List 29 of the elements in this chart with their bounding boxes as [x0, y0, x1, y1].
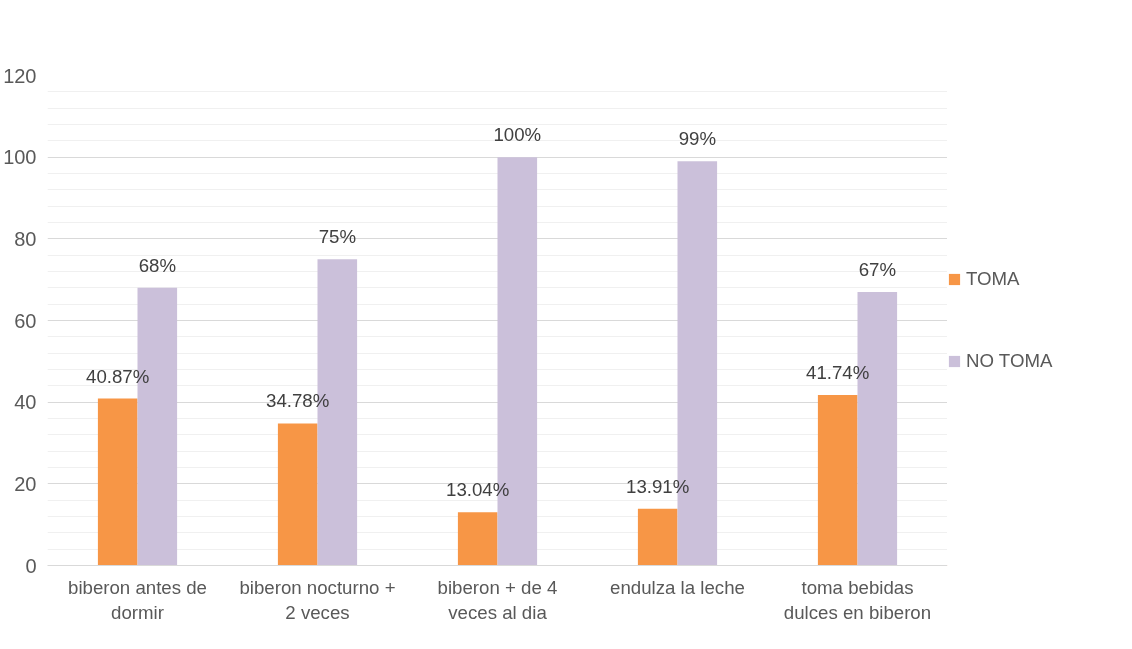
bar: [97, 398, 138, 566]
bar: [277, 423, 318, 566]
data-label: 100%: [493, 124, 542, 146]
x-tick-label: biberon + de 4 veces al dia: [437, 576, 558, 623]
y-tick-label: 120: [3, 64, 37, 87]
data-label: 99%: [678, 128, 716, 150]
x-tick-label: biberon antes de dormir: [68, 576, 207, 623]
y-tick-label: 20: [14, 472, 37, 495]
x-tick-label: endulza la leche: [610, 576, 745, 598]
bar: [637, 508, 678, 566]
y-tick-label: 0: [25, 554, 37, 577]
legend-label: NO TOMA: [966, 350, 1053, 372]
bar: [817, 395, 858, 566]
y-tick-label: 100: [3, 146, 37, 169]
data-label: 67%: [858, 258, 896, 280]
y-tick-label: 80: [14, 227, 37, 250]
legend-label: TOMA: [966, 268, 1020, 290]
data-label: 34.78%: [266, 390, 330, 412]
y-tick-label: 40: [14, 391, 37, 414]
y-tick-label: 60: [14, 309, 37, 332]
x-tick-label: toma bebidas dulces en biberon: [783, 576, 932, 623]
data-label: 75%: [318, 226, 356, 248]
data-label: 13.91%: [626, 475, 690, 497]
bar: [457, 512, 498, 566]
x-tick-label: biberon nocturno + 2 veces: [239, 576, 396, 623]
data-label: 40.87%: [86, 365, 150, 387]
data-label: 68%: [138, 254, 176, 276]
data-label: 13.04%: [446, 479, 510, 501]
data-label: 41.74%: [806, 362, 870, 384]
